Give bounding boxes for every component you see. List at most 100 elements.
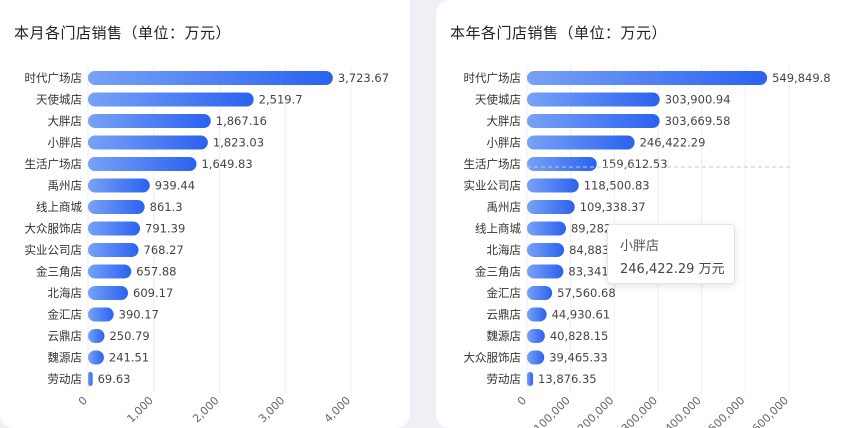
category-label: 魏源店 <box>48 351 83 365</box>
category-label: 金三角店 <box>36 265 82 279</box>
value-label: 303,669.58 <box>665 114 731 128</box>
value-label: 40,828.15 <box>550 329 609 343</box>
tick-label: 4,000 <box>322 394 353 425</box>
chart-tooltip: 小胖店 246,422.29 万元 <box>607 224 735 284</box>
bar <box>527 178 579 193</box>
value-label: 1,823.03 <box>213 136 264 150</box>
value-label: 390.17 <box>119 308 159 322</box>
bar <box>527 286 553 300</box>
bar <box>88 178 150 193</box>
value-label: 861.3 <box>150 200 183 214</box>
bar <box>88 372 93 386</box>
tooltip-value: 246,422.29 万元 <box>620 262 725 277</box>
category-label: 金汇店 <box>48 308 83 322</box>
category-label: 大众服饰店 <box>25 222 83 236</box>
category-label: 生活广场店 <box>464 157 522 171</box>
category-label: 禹州店 <box>487 200 522 214</box>
tick-label: 3,000 <box>256 394 287 425</box>
category-label: 魏源店 <box>487 329 522 343</box>
value-label: 939.44 <box>155 179 195 193</box>
yearly-sales-panel: 本年各门店销售（单位：万元） 时代广场店 549,849.8 天使城店 303,900… <box>436 0 845 428</box>
value-label: 246,422.29 <box>640 136 706 150</box>
bar <box>527 92 660 107</box>
chart-title: 本月各门店销售（单位：万元） <box>14 24 232 42</box>
value-label: 109,338.37 <box>580 200 646 214</box>
bar <box>88 350 104 365</box>
category-label: 大胖店 <box>487 114 522 128</box>
value-label: 44,930.61 <box>552 308 611 322</box>
tick-label: 400,000 <box>662 394 703 428</box>
value-label: 13,876.35 <box>538 372 597 386</box>
bar <box>88 307 114 322</box>
category-label: 大胖店 <box>48 114 83 128</box>
tick-label: 200,000 <box>575 394 616 428</box>
category-label: 云鼎店 <box>487 308 522 322</box>
bar <box>527 157 597 171</box>
bar <box>527 114 660 128</box>
category-label: 劳动店 <box>487 372 522 386</box>
bar <box>527 135 635 150</box>
category-label: 实业公司店 <box>25 243 83 257</box>
tick-label: 100,000 <box>531 394 572 428</box>
category-label: 实业公司店 <box>464 179 522 193</box>
bar <box>88 157 197 171</box>
value-label: 2,519.7 <box>259 93 303 107</box>
category-label: 禹州店 <box>48 179 83 193</box>
category-label: 小胖店 <box>48 136 83 150</box>
value-label: 69.63 <box>98 372 131 386</box>
category-label: 金汇店 <box>487 286 522 300</box>
value-label: 768.27 <box>144 243 184 257</box>
tick-label: 1,000 <box>124 394 155 425</box>
bar <box>88 92 254 107</box>
tick-label: 600,000 <box>750 394 791 428</box>
bar <box>527 243 565 257</box>
value-label: 159,612.53 <box>602 157 668 171</box>
tick-label: 300,000 <box>619 394 660 428</box>
bar <box>527 329 545 343</box>
bar <box>88 286 129 300</box>
category-label: 线上商城 <box>36 200 82 214</box>
bar <box>88 243 139 257</box>
bar <box>88 114 211 128</box>
monthly-sales-panel: 本月各门店销售（单位：万元） 时代广场店 3,723.67 天使城店 2,519.7 大… <box>0 0 410 428</box>
category-label: 天使城店 <box>36 93 82 107</box>
value-label: 39,465.33 <box>549 351 608 365</box>
value-label: 303,900.94 <box>665 93 731 107</box>
value-label: 241.51 <box>109 351 149 365</box>
category-label: 云鼎店 <box>48 329 83 343</box>
category-label: 北海店 <box>487 243 522 257</box>
value-label: 791.39 <box>145 222 185 236</box>
bar <box>527 307 547 322</box>
value-label: 84,883 <box>569 243 609 257</box>
bar <box>88 329 105 343</box>
value-label: 3,723.67 <box>338 71 389 85</box>
category-label: 时代广场店 <box>25 71 83 85</box>
bar <box>88 71 333 85</box>
bar <box>88 264 132 279</box>
value-label: 1,649.83 <box>201 157 252 171</box>
value-label: 118,500.83 <box>584 179 650 193</box>
bar <box>88 221 141 236</box>
yearly-sales-chart: 时代广场店 549,849.8 天使城店 303,900.94 大胖店 303,669.5… <box>464 66 831 428</box>
bar <box>527 221 566 236</box>
bar <box>527 264 564 279</box>
category-label: 大众服饰店 <box>464 351 522 365</box>
tick-label: 2,000 <box>190 394 221 425</box>
category-label: 北海店 <box>48 286 83 300</box>
category-label: 线上商城 <box>475 222 521 236</box>
category-label: 小胖店 <box>487 136 522 150</box>
tick-label: 0 <box>515 394 529 408</box>
value-label: 609.17 <box>133 286 173 300</box>
bar <box>527 200 575 214</box>
tick-label: 0 <box>76 394 90 408</box>
value-label: 250.79 <box>109 329 149 343</box>
category-label: 金三角店 <box>475 265 521 279</box>
bar <box>527 350 545 365</box>
value-label: 549,849.8 <box>772 71 831 85</box>
monthly-sales-chart: 时代广场店 3,723.67 天使城店 2,519.7 大胖店 1,867.16 小胖店 1,… <box>25 66 389 425</box>
category-label: 劳动店 <box>48 372 83 386</box>
tick-label: 500,000 <box>706 394 747 428</box>
bar <box>88 200 145 214</box>
value-label: 1,867.16 <box>216 114 267 128</box>
bar <box>527 71 768 85</box>
